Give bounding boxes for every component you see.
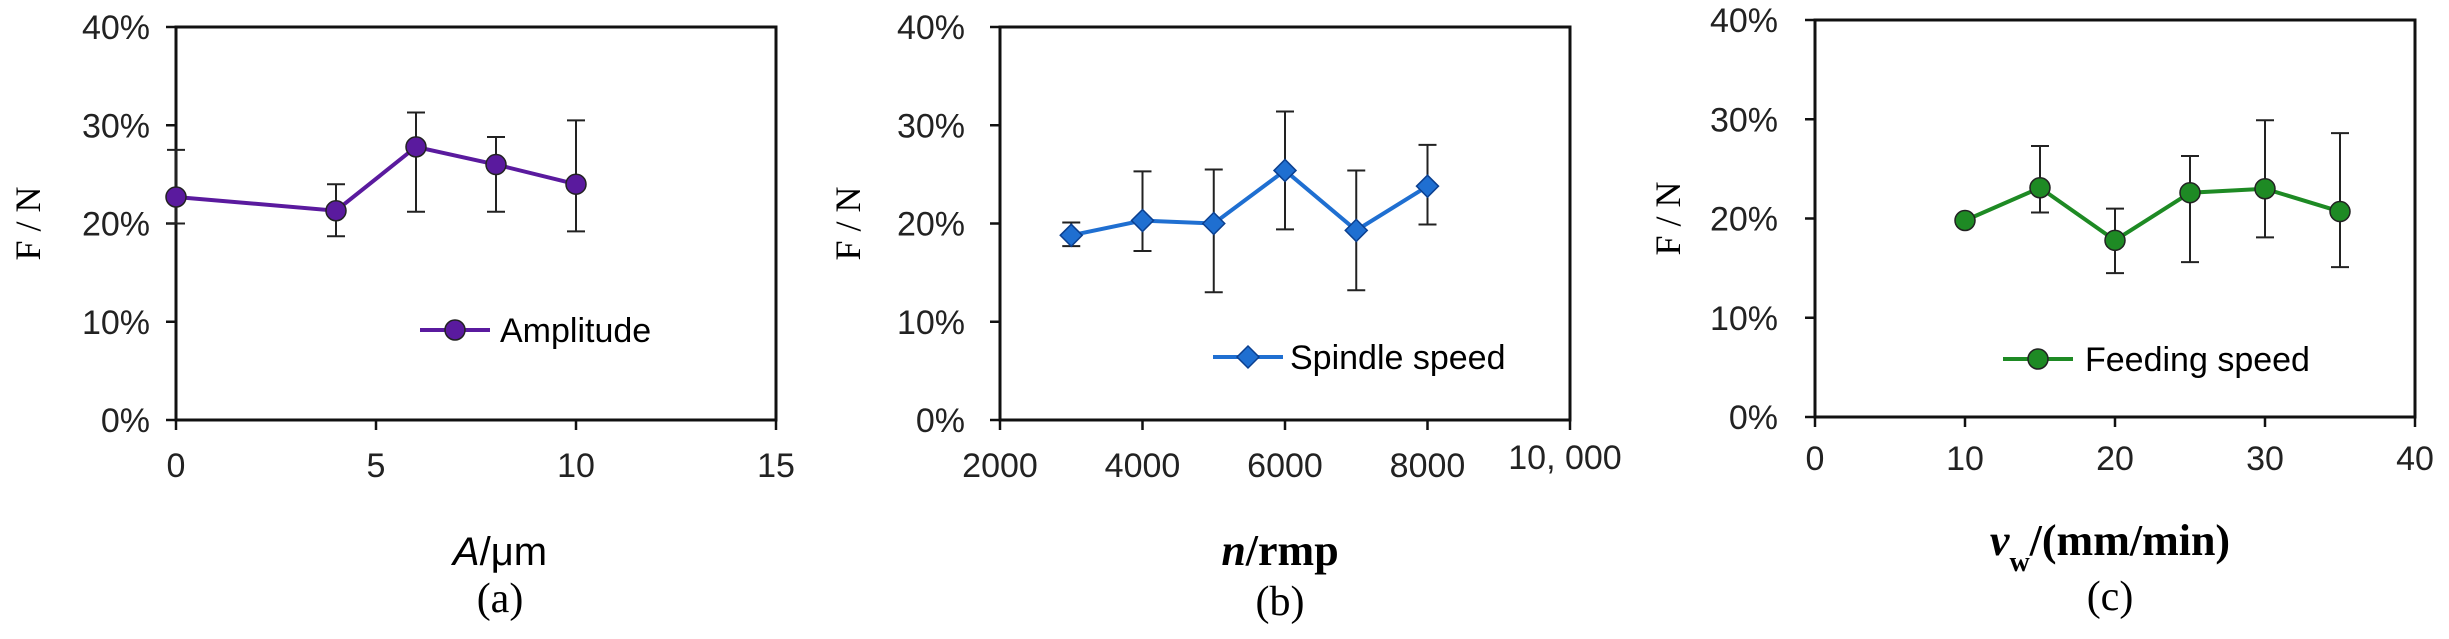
y-tick-label: 10%	[897, 304, 965, 342]
y-tick-label: 30%	[82, 107, 150, 145]
data-point	[2179, 181, 2201, 204]
y-tick-label: 30%	[897, 107, 965, 145]
panel-caption: (b)	[1256, 579, 1305, 625]
data-point	[2254, 177, 2276, 200]
data-point	[405, 136, 427, 158]
y-tick-label: 40%	[897, 9, 965, 47]
legend-label: Spindle speed	[1290, 339, 1506, 377]
y-tick-label: 20%	[1710, 201, 1778, 239]
data-point	[1130, 208, 1155, 233]
data-point	[1344, 218, 1369, 243]
panel-caption: (c)	[2087, 574, 2134, 620]
y-tick-label: 0%	[101, 402, 150, 440]
data-point	[565, 173, 587, 195]
x-tick-label: 5	[367, 447, 386, 485]
y-tick-label: 40%	[1710, 2, 1778, 40]
plot-frame	[174, 25, 778, 422]
y-tick-label: 40%	[82, 9, 150, 47]
y-tick-label: 20%	[82, 206, 150, 244]
data-point	[2329, 200, 2351, 223]
legend-marker	[444, 319, 466, 341]
x-tick-label: 6000	[1247, 447, 1323, 485]
data-point	[1954, 209, 1976, 232]
x-axis-label-symbol: n	[1221, 526, 1245, 575]
y-axis-label: F / N	[828, 186, 868, 260]
legend-marker	[1235, 344, 1261, 370]
chart-panel-1: 0% 10% 20% 30% 40% 0 5 10 15 F / N A/μm(a) Amplitud…	[8, 9, 795, 622]
x-tick-label: 0	[167, 447, 186, 485]
data-point	[2029, 176, 2051, 199]
legend-label: Feeding speed	[2085, 341, 2310, 379]
legend-label: Amplitude	[500, 312, 651, 350]
x-axis-label: n/rmp	[1221, 526, 1338, 575]
data-point	[325, 199, 347, 222]
x-tick-label: 20	[2096, 440, 2134, 478]
x-axis-label: A/μm	[451, 530, 547, 574]
data-point	[1415, 174, 1440, 199]
x-axis-label: vw/(mm/min)	[1990, 516, 2230, 578]
chart-panel-3: 0%10%20%30%40%0 10 20 30 40F / Nvw/(mm/min)(…	[1648, 2, 2434, 620]
data-point	[1272, 158, 1298, 183]
y-axis-label: F / N	[1648, 181, 1688, 255]
series-line	[1964, 185, 2341, 243]
data-point	[2104, 229, 2126, 252]
x-tick-label: 30	[2246, 440, 2284, 478]
x-tick-label: 15	[757, 447, 795, 485]
series-line	[175, 144, 577, 213]
legend-marker	[2027, 348, 2049, 370]
y-tick-label: 30%	[1710, 101, 1778, 139]
x-axis-label-subscript: w	[2009, 547, 2030, 578]
data-point	[165, 186, 187, 208]
y-tick-label: 0%	[1729, 399, 1778, 437]
x-tick-label: 10	[557, 447, 595, 485]
data-point	[1201, 211, 1226, 236]
x-tick-label: 2000	[962, 447, 1038, 485]
y-tick-label: 10%	[1710, 300, 1778, 338]
chart-panel-2: 0% 10% 20% 30% 40% 2000 4000 6000 8000 10, 000 F /…	[828, 9, 1622, 625]
x-axis-label-unit: /(mm/min)	[2029, 516, 2230, 565]
series-line	[1070, 167, 1429, 238]
y-axis-label: F / N	[8, 186, 48, 260]
x-axis-label-symbol: v	[1990, 516, 2010, 565]
y-tick-label: 20%	[897, 206, 965, 244]
x-tick-label: 8000	[1390, 447, 1466, 485]
x-tick-label: 40	[2396, 440, 2434, 478]
x-tick-label: 10, 000	[1508, 439, 1621, 477]
x-axis-label-unit: /rmp	[1245, 526, 1339, 575]
panel-caption: (a)	[477, 576, 524, 622]
y-tick-label: 0%	[916, 402, 965, 440]
x-tick-label: 10	[1946, 440, 1984, 478]
y-tick-label: 10%	[82, 304, 150, 342]
x-axis-label-symbol: A	[451, 530, 480, 574]
data-point	[485, 153, 507, 176]
x-tick-label: 0	[1806, 440, 1825, 478]
x-axis-label-unit: /μm	[480, 530, 547, 574]
data-point	[1059, 223, 1084, 248]
x-tick-label: 4000	[1105, 447, 1181, 485]
